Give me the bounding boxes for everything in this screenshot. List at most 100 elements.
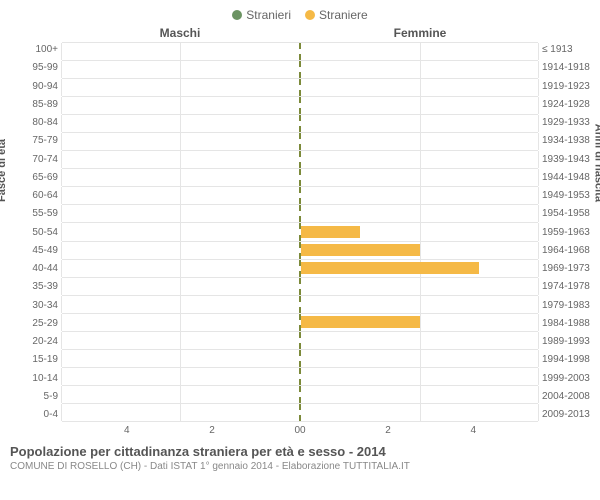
gridline (180, 332, 181, 349)
gridline (538, 79, 539, 96)
age-row (62, 97, 538, 115)
age-row (62, 205, 538, 223)
gridline (61, 115, 62, 132)
legend-dot-male (232, 10, 242, 20)
age-row (62, 386, 538, 404)
gridline (538, 260, 539, 277)
male-side (62, 187, 301, 204)
gridline (61, 314, 62, 331)
female-side (301, 368, 538, 385)
gridline (61, 386, 62, 403)
y-tick-age: 0-4 (0, 409, 58, 420)
gridline (420, 133, 421, 150)
gridline (180, 133, 181, 150)
x-tick: 4 (124, 425, 130, 436)
male-side (62, 350, 301, 367)
male-side (62, 332, 301, 349)
male-side (62, 404, 301, 421)
y-tick-year: 1919-1923 (542, 81, 600, 92)
female-side (301, 43, 538, 60)
y-tick-age: 95-99 (0, 62, 58, 73)
y-tick-age: 55-59 (0, 208, 58, 219)
x-tick: 2 (209, 425, 215, 436)
age-row (62, 115, 538, 133)
y-axis-left-ticks: 100+95-9990-9485-8980-8475-7970-7465-696… (0, 42, 58, 422)
header-male: Maschi (60, 26, 300, 40)
female-side (301, 97, 538, 114)
gridline (420, 169, 421, 186)
gridline (420, 223, 421, 240)
age-row (62, 278, 538, 296)
y-tick-year: 1994-1998 (542, 354, 600, 365)
gridline (538, 296, 539, 313)
age-row (62, 350, 538, 368)
gridline (180, 43, 181, 60)
bar-rows (62, 43, 538, 422)
male-side (62, 97, 301, 114)
x-tick: 4 (470, 425, 476, 436)
gridline (180, 115, 181, 132)
legend-label-male: Stranieri (246, 8, 291, 22)
gridline (180, 260, 181, 277)
gridline (420, 115, 421, 132)
header-female: Femmine (300, 26, 540, 40)
male-side (62, 278, 301, 295)
bar-female (301, 226, 360, 238)
age-row (62, 314, 538, 332)
y-tick-age: 10-14 (0, 373, 58, 384)
gridline (420, 314, 421, 331)
male-side (62, 386, 301, 403)
female-side (301, 133, 538, 150)
age-row (62, 332, 538, 350)
y-tick-age: 90-94 (0, 81, 58, 92)
gridline (420, 61, 421, 78)
gridline (538, 350, 539, 367)
gridline (420, 296, 421, 313)
gridline (61, 43, 62, 60)
x-axis-left: 024 (124, 425, 300, 436)
y-tick-year: 1964-1968 (542, 245, 600, 256)
y-tick-year: 1984-1988 (542, 318, 600, 329)
gridline (538, 205, 539, 222)
gridline (180, 61, 181, 78)
gridline (180, 169, 181, 186)
gridline (180, 97, 181, 114)
y-tick-year: 1989-1993 (542, 336, 600, 347)
gridline (180, 79, 181, 96)
y-tick-year: 1949-1953 (542, 190, 600, 201)
y-tick-age: 70-74 (0, 154, 58, 165)
age-row (62, 404, 538, 422)
y-tick-year: 1914-1918 (542, 62, 600, 73)
gridline (61, 61, 62, 78)
gridline (420, 368, 421, 385)
gridline (538, 278, 539, 295)
male-side (62, 151, 301, 168)
gridline (61, 151, 62, 168)
gridline (538, 61, 539, 78)
y-tick-age: 65-69 (0, 172, 58, 183)
age-row (62, 260, 538, 278)
y-axis-right-ticks: ≤ 19131914-19181919-19231924-19281929-19… (542, 42, 600, 422)
female-side (301, 314, 538, 331)
gridline (61, 187, 62, 204)
female-side (301, 332, 538, 349)
grid: 024 024 (62, 42, 538, 422)
population-pyramid-chart: Stranieri Straniere Maschi Femmine Fasce… (0, 0, 600, 500)
male-side (62, 43, 301, 60)
male-side (62, 314, 301, 331)
gridline (61, 205, 62, 222)
y-tick-year: 1959-1963 (542, 227, 600, 238)
gridline (180, 350, 181, 367)
gridline (180, 151, 181, 168)
gridline (538, 368, 539, 385)
legend-label-female: Straniere (319, 8, 368, 22)
age-row (62, 242, 538, 260)
y-tick-year: 2004-2008 (542, 391, 600, 402)
y-tick-year: 1969-1973 (542, 263, 600, 274)
gridline (180, 278, 181, 295)
gridline (61, 368, 62, 385)
male-side (62, 79, 301, 96)
gridline (180, 242, 181, 259)
age-row (62, 133, 538, 151)
male-side (62, 133, 301, 150)
